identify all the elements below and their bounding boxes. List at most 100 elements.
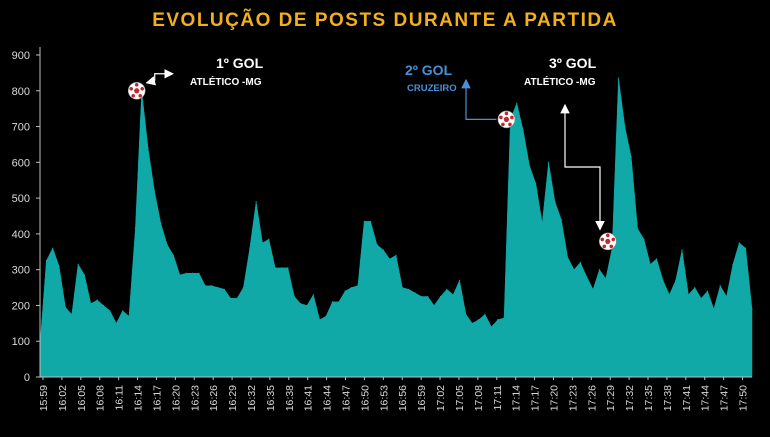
data-point: [636, 227, 639, 230]
data-point: [700, 297, 702, 299]
data-point: [497, 319, 499, 321]
x-tick-label: 16:50: [359, 385, 371, 411]
data-point: [719, 285, 721, 287]
goal1-title: 1º GOL: [216, 55, 264, 71]
ball-patch: [510, 115, 514, 120]
x-tick-label: 16:59: [416, 385, 428, 411]
soccer-ball-icon: [598, 232, 617, 251]
data-point: [617, 77, 620, 79]
data-point: [204, 285, 206, 287]
data-point: [211, 285, 213, 287]
data-point: [605, 278, 607, 280]
data-point: [592, 288, 594, 290]
goal1-subtitle: ATLÉTICO -MG: [190, 75, 262, 88]
data-point: [439, 295, 442, 298]
ball-patch: [129, 86, 134, 91]
x-tick-label: 17:47: [719, 385, 731, 411]
ball-patch: [134, 88, 140, 94]
data-point: [52, 247, 54, 249]
data-point: [725, 295, 728, 298]
data-point: [338, 301, 340, 303]
soccer-ball-icon: [127, 81, 146, 100]
data-point: [255, 201, 257, 203]
data-point: [395, 254, 397, 256]
data-point: [516, 102, 518, 104]
data-point: [249, 247, 251, 249]
data-point: [687, 294, 690, 296]
x-tick-label: 17:26: [586, 385, 598, 411]
data-point: [287, 267, 289, 269]
y-tick-label: 600: [12, 157, 30, 169]
data-point: [160, 222, 162, 224]
y-tick-label: 300: [12, 265, 30, 277]
data-point: [325, 315, 327, 317]
data-point: [382, 249, 384, 251]
data-point: [458, 279, 461, 281]
ball-patch: [131, 93, 136, 98]
x-tick-label: 16:05: [76, 385, 88, 411]
x-tick-label: 17:20: [548, 385, 560, 411]
data-point: [541, 222, 543, 224]
data-point: [662, 279, 664, 281]
x-tick-label: 17:44: [700, 385, 712, 411]
data-point: [598, 269, 601, 271]
x-tick-label: 16:08: [95, 385, 107, 411]
goal2-arrow: [461, 78, 497, 120]
ball-patch: [600, 237, 605, 242]
data-point: [102, 304, 105, 307]
data-point: [732, 263, 734, 265]
ball-patch: [611, 237, 616, 242]
x-tick-label: 17:50: [738, 385, 750, 411]
data-point: [738, 242, 740, 244]
x-tick-label: 17:29: [605, 385, 617, 411]
x-tick-label: 15:59: [38, 385, 50, 411]
data-point: [357, 285, 359, 287]
ball-patch: [503, 116, 510, 122]
y-tick-label: 400: [12, 229, 30, 241]
data-point: [90, 303, 92, 305]
x-tick-label: 17:02: [435, 385, 447, 411]
data-point: [115, 322, 117, 324]
goal2-subtitle: CRUZEIRO: [407, 83, 457, 94]
data-point: [64, 306, 67, 308]
data-point: [528, 165, 531, 167]
data-point: [344, 290, 346, 292]
data-point: [274, 267, 276, 269]
ball-patch: [499, 115, 503, 120]
y-tick-label: 200: [12, 300, 30, 312]
data-point: [134, 227, 136, 230]
data-point: [236, 297, 238, 299]
data-point: [446, 288, 448, 290]
data-point: [656, 258, 658, 260]
goal2-title: 2º GOL: [405, 62, 453, 78]
x-tick-label: 17:23: [567, 385, 579, 411]
y-tick-label: 900: [12, 50, 30, 62]
data-point: [567, 256, 569, 258]
y-tick-label: 500: [12, 193, 30, 205]
data-point: [465, 313, 467, 315]
data-point: [579, 261, 581, 264]
x-tick-label: 16:23: [189, 385, 201, 411]
x-tick-label: 16:56: [397, 385, 409, 411]
data-point: [675, 279, 677, 281]
x-tick-label: 16:38: [284, 385, 296, 411]
data-point: [300, 303, 302, 305]
data-point: [560, 218, 562, 221]
goal3-title: 3º GOL: [549, 55, 597, 71]
data-point: [630, 156, 632, 158]
data-point: [713, 308, 715, 310]
x-tick-label: 16:29: [227, 385, 239, 411]
ball-patch: [138, 93, 143, 98]
goal3-subtitle: ATLÉTICO -MG: [524, 75, 596, 88]
data-point: [751, 308, 753, 310]
x-tick-label: 17:11: [492, 385, 504, 411]
x-tick-label: 17:35: [643, 385, 655, 411]
x-tick-label: 16:17: [151, 385, 163, 411]
data-point: [223, 288, 225, 290]
data-point: [554, 201, 556, 203]
data-point: [319, 319, 321, 321]
data-point: [649, 263, 651, 265]
data-point: [128, 315, 130, 317]
goal1-arrow: [145, 76, 157, 86]
